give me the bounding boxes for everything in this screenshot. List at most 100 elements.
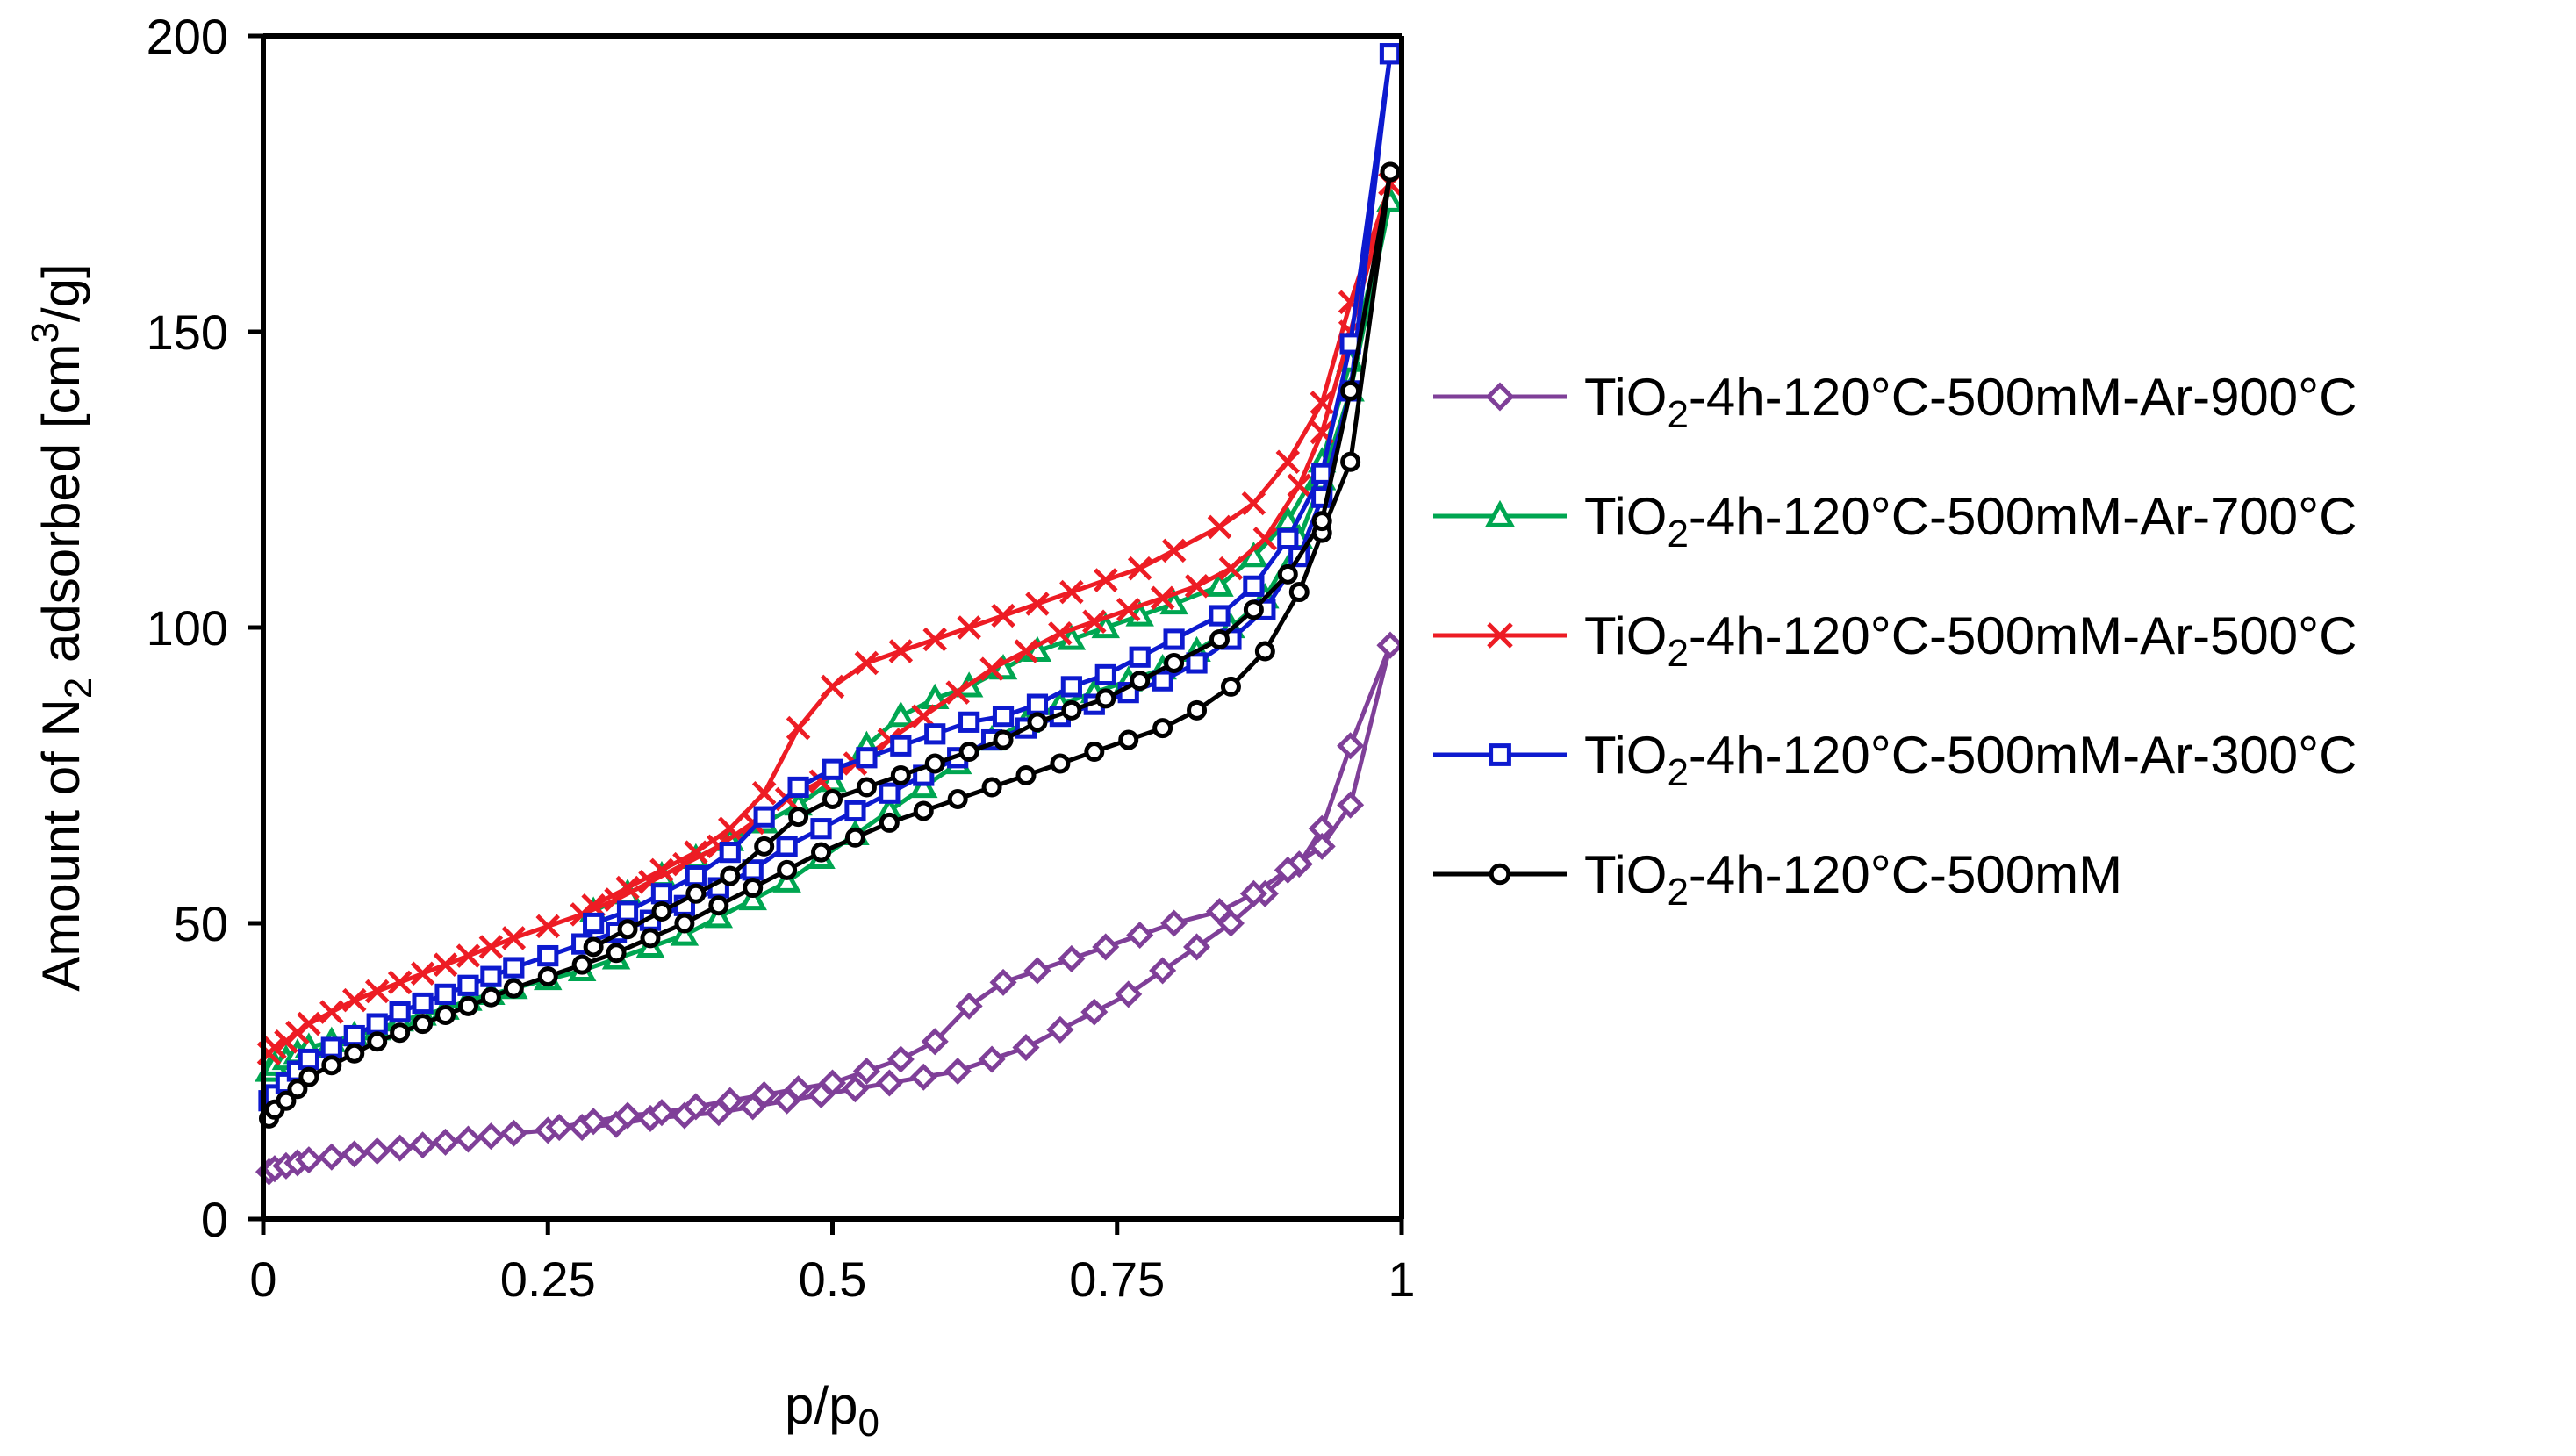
data-point-diamond	[1012, 1034, 1040, 1062]
data-point-triangle	[738, 884, 767, 911]
data-point-circle	[298, 1066, 319, 1087]
data-point-circle	[583, 936, 604, 958]
data-point-x-stroke	[1150, 585, 1175, 611]
data-point-square	[958, 711, 980, 733]
legend-label: TiO2-4h-120°C-500mM	[1584, 845, 2122, 914]
data-point-x	[364, 979, 390, 1004]
data-point-diamond	[818, 1069, 847, 1097]
data-point-x-stroke	[911, 704, 936, 728]
data-point-circle	[947, 788, 968, 809]
y-tick-label: 200	[147, 9, 228, 64]
data-point-x	[410, 961, 435, 986]
data-point-circle	[640, 928, 661, 949]
data-point-x-stroke	[1310, 391, 1334, 415]
data-point-diamond	[1058, 944, 1086, 972]
data-point-x-stroke	[1487, 622, 1513, 649]
data-point-square	[1163, 628, 1185, 650]
data-point-diamond	[886, 1045, 915, 1073]
legend-label: TiO2-4h-120°C-500mM-Ar-500°C	[1584, 606, 2357, 675]
x-axis-title: p/p0	[785, 1376, 879, 1445]
data-point-diamond	[921, 1028, 949, 1056]
data-point-circle	[1243, 599, 1264, 620]
legend-label-sub: 2	[1667, 632, 1688, 675]
data-point-x	[1048, 620, 1073, 646]
data-point-x-stroke	[1275, 449, 1301, 475]
data-point-square	[719, 842, 741, 864]
data-point-x-stroke	[319, 1000, 344, 1024]
data-point-x	[1241, 491, 1266, 516]
data-point-circle	[617, 919, 638, 940]
data-point-x-stroke	[1218, 556, 1244, 581]
legend-label-prefix: TiO	[1584, 487, 1667, 546]
data-point-x-stroke	[433, 952, 458, 977]
data-point-diamond	[989, 968, 1017, 996]
data-point-circle	[1340, 380, 1361, 401]
data-point-x	[535, 914, 561, 939]
data-point-x	[1487, 622, 1513, 649]
y-tick-label: 50	[174, 896, 228, 951]
data-point-square	[890, 735, 912, 757]
data-point-diamond	[978, 1045, 1006, 1073]
y-axis-title-middle: adsorbed [cm	[32, 344, 90, 678]
data-point-x-stroke	[1094, 568, 1118, 592]
series-circle	[258, 161, 1401, 1129]
data-point-circle	[993, 729, 1014, 750]
data-point-x	[945, 680, 970, 705]
data-point-x	[1082, 609, 1107, 635]
data-point-x	[751, 780, 777, 806]
data-point-x	[1275, 449, 1301, 475]
data-point-square	[412, 992, 434, 1015]
data-point-x-stroke	[1059, 579, 1084, 605]
data-point-x	[820, 674, 845, 699]
data-point-circle	[958, 742, 979, 763]
data-point-diamond	[1239, 879, 1267, 907]
data-point-triangle	[704, 902, 734, 929]
data-point-square	[1379, 43, 1402, 65]
data-point-circle	[1015, 765, 1037, 785]
data-point-diamond	[1183, 933, 1211, 961]
data-point-diamond	[477, 1122, 505, 1151]
data-point-circle	[981, 777, 1002, 798]
data-point-diamond	[341, 1140, 369, 1168]
data-point-circle	[503, 978, 524, 999]
data-point-x	[1218, 556, 1244, 581]
data-point-x-stroke	[262, 1035, 287, 1060]
data-point-x	[1094, 568, 1118, 592]
data-point-square	[844, 800, 866, 822]
data-point-x-stroke	[945, 680, 970, 705]
data-point-diamond	[499, 1119, 527, 1147]
x-tick-label: 0.25	[500, 1252, 596, 1307]
data-point-x-stroke	[957, 615, 981, 640]
data-point-x	[615, 875, 640, 900]
data-point-circle	[1311, 511, 1332, 532]
data-point-square	[1209, 605, 1231, 627]
data-point-x-stroke	[1252, 527, 1278, 551]
y-tick-label: 150	[147, 305, 228, 360]
data-point-diamond	[409, 1131, 437, 1159]
data-point-square	[1311, 463, 1333, 484]
legend-label: TiO2-4h-120°C-500mM-Ar-700°C	[1584, 487, 2357, 556]
data-point-square	[1094, 663, 1116, 686]
data-point-circle	[879, 812, 900, 833]
legend-label-suffix: -4h-120°C-500mM-Ar-300°C	[1689, 726, 2357, 785]
data-point-x	[991, 603, 1015, 628]
data-point-x	[1127, 556, 1152, 581]
y-axis-title-sup: 3	[24, 322, 67, 343]
data-point-circle	[1152, 718, 1173, 739]
data-point-circle	[367, 1031, 388, 1052]
data-point-diamond	[750, 1080, 779, 1108]
data-point-x	[1207, 514, 1232, 540]
data-point-circle	[276, 1090, 297, 1111]
data-point-circle	[287, 1079, 308, 1100]
data-point-x	[1161, 538, 1187, 563]
data-point-diamond	[363, 1137, 391, 1166]
series-x	[256, 171, 1403, 1066]
data-point-diamond	[852, 1057, 880, 1086]
data-point-x	[1014, 639, 1038, 663]
data-point-x-stroke	[1161, 538, 1187, 563]
data-point-circle	[1277, 563, 1298, 585]
data-point-x-stroke	[684, 840, 708, 864]
data-point-square	[753, 806, 775, 828]
data-point-circle	[1209, 628, 1230, 649]
data-point-diamond	[1376, 631, 1404, 659]
